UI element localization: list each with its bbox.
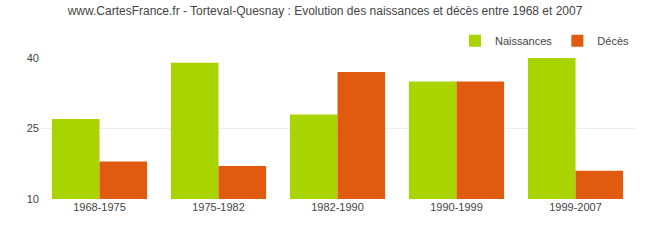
svg-text:1975-1982: 1975-1982 (192, 201, 245, 213)
svg-text:10: 10 (27, 193, 39, 205)
svg-text:40: 40 (27, 52, 39, 64)
svg-text:Décès: Décès (597, 35, 629, 47)
svg-text:1968-1975: 1968-1975 (73, 201, 126, 213)
svg-text:25: 25 (27, 122, 39, 134)
svg-text:1982-1990: 1982-1990 (311, 201, 364, 213)
svg-text:1990-1999: 1990-1999 (430, 201, 483, 213)
svg-text:1999-2007: 1999-2007 (549, 201, 602, 213)
svg-text:www.CartesFrance.fr - Torteval: www.CartesFrance.fr - Torteval-Quesnay :… (67, 4, 583, 18)
svg-text:Naissances: Naissances (495, 35, 552, 47)
